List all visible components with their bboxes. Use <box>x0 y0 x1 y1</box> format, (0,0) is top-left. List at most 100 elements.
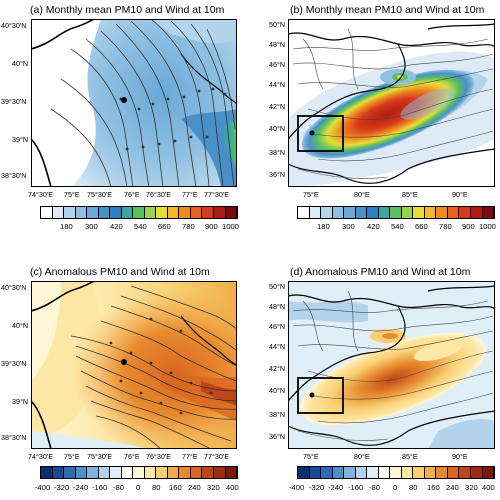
panel-a-lat-label: 39°30'N <box>1 97 27 106</box>
colorbar-swatch <box>213 467 226 478</box>
cbar-d-label: -400 <box>289 483 305 492</box>
colorbar-swatch <box>98 207 111 218</box>
colorbar-swatch <box>424 207 437 218</box>
colorbar-swatch <box>436 207 448 218</box>
colorbar-swatch <box>344 467 356 478</box>
colorbar-swatch <box>413 467 425 478</box>
panel-d-lat-label: 48°N <box>269 302 286 311</box>
panel-a-lon-label: 75°30'E <box>87 190 113 199</box>
panel-a-title: (a) Monthly mean PM10 and Wind at 10m <box>30 4 225 16</box>
colorbar-swatch <box>144 207 157 218</box>
colorbar-swatch <box>298 207 310 218</box>
colorbar-swatch <box>52 467 65 478</box>
colorbar-swatch <box>225 467 238 478</box>
panel-a-lon-label: 76°30'E <box>146 190 172 199</box>
cbar-c-label: 240 <box>188 483 201 492</box>
cbar-d-swatches <box>297 466 495 479</box>
colorbar-swatch <box>190 207 203 218</box>
cbar-b-label: 180 <box>317 222 330 231</box>
cbar-c-swatches <box>40 466 238 479</box>
panel-c-lon-label: 76°30'E <box>146 452 172 461</box>
panel-c-lon-label: 75°30'E <box>87 452 113 461</box>
panel-b-lat-label: 46°N <box>269 60 286 69</box>
panel-b-lat-label: 48°N <box>269 40 286 49</box>
colorbar-swatch <box>213 207 226 218</box>
colorbar-swatch <box>202 467 214 478</box>
panel-b-lat-label: 38°N <box>269 148 286 157</box>
panel-b-lon-label: 85°E <box>402 190 418 199</box>
colorbar-swatch <box>355 467 368 478</box>
colorbar-swatch <box>459 467 471 478</box>
cbar-c-label: -240 <box>73 483 89 492</box>
cbar-c-label: -80 <box>113 483 124 492</box>
cbar-a-label: 420 <box>110 222 123 231</box>
colorbar-swatch <box>98 467 111 478</box>
colorbar-swatch <box>298 467 310 478</box>
panel-a-lon-label: 75°E <box>64 190 80 199</box>
panel-c-lon-label: 77°E <box>182 452 198 461</box>
cbar-d-label: -160 <box>348 483 364 492</box>
colorbar-swatch <box>447 467 460 478</box>
panel-d-lon-label: 85°E <box>402 452 418 461</box>
colorbar-swatch <box>121 467 134 478</box>
colorbar-swatch <box>390 467 402 478</box>
colorbar-swatch <box>64 467 76 478</box>
panel-b-lat-label: 42°N <box>269 102 286 111</box>
panel-c-colorbar <box>40 466 238 479</box>
cbar-d-label: -80 <box>369 483 380 492</box>
cbar-b-label: 540 <box>391 222 404 231</box>
cbar-d-label: 80 <box>409 483 418 492</box>
colorbar-swatch <box>413 207 425 218</box>
colorbar-swatch <box>332 207 345 218</box>
panel-d-lat-label: 50°N <box>269 282 286 291</box>
colorbar-swatch <box>144 467 157 478</box>
colorbar-swatch <box>110 467 122 478</box>
panel-c-lat-label: 40°N <box>12 321 29 330</box>
panel-d-lat-label: 36°N <box>269 432 286 441</box>
colorbar-swatch <box>75 207 88 218</box>
colorbar-swatch <box>156 207 168 218</box>
panel-c-lon-label: 74°30'E <box>28 452 54 461</box>
colorbar-swatch <box>309 207 322 218</box>
colorbar-swatch <box>401 207 414 218</box>
colorbar-swatch <box>87 467 99 478</box>
cbar-d-label: 320 <box>465 483 478 492</box>
cbar-a-label: 300 <box>85 222 98 231</box>
colorbar-swatch <box>378 467 391 478</box>
colorbar-swatch <box>390 207 402 218</box>
colorbar-swatch <box>133 207 145 218</box>
cbar-a-swatches <box>40 206 238 219</box>
panel-d-colorbar <box>297 466 495 479</box>
cbar-c-label: -160 <box>92 483 108 492</box>
panel-d-lat-label: 44°N <box>269 342 286 351</box>
cbar-c-label: 160 <box>169 483 182 492</box>
cbar-a-label: 180 <box>60 222 73 231</box>
cbar-d-label: 400 <box>482 483 495 492</box>
colorbar-swatch <box>190 467 203 478</box>
panel-c-lat-label: 38°30'N <box>1 433 27 442</box>
panel-d-map <box>288 281 495 449</box>
cbar-d-label: -240 <box>328 483 344 492</box>
panel-b-title: (b) Monthly mean PM10 and Wind at 10m <box>290 4 485 16</box>
panel-a-lat-label: 40°30'N <box>1 21 27 30</box>
colorbar-swatch <box>110 207 122 218</box>
panel-c-title: (c) Anomalous PM10 and Wind at 10m <box>30 266 210 278</box>
colorbar-swatch <box>424 467 437 478</box>
cbar-c-label: 0 <box>136 483 141 492</box>
panel-b-lon-label: 80°E <box>354 190 370 199</box>
colorbar-swatch <box>459 207 471 218</box>
cbar-b-label: 780 <box>439 222 452 231</box>
colorbar-swatch <box>470 467 483 478</box>
colorbar-swatch <box>41 467 53 478</box>
panel-d-lon-label: 80°E <box>354 452 370 461</box>
cbar-b-label: 900 <box>462 222 475 231</box>
colorbar-swatch <box>179 467 191 478</box>
colorbar-swatch <box>344 207 356 218</box>
panel-a-map <box>31 19 237 187</box>
panel-b-lat-label: 50°N <box>269 20 286 29</box>
cbar-d-label: 160 <box>427 483 440 492</box>
colorbar-swatch <box>75 467 88 478</box>
panel-a-colorbar <box>40 206 238 219</box>
colorbar-swatch <box>367 467 379 478</box>
colorbar-swatch <box>321 207 333 218</box>
